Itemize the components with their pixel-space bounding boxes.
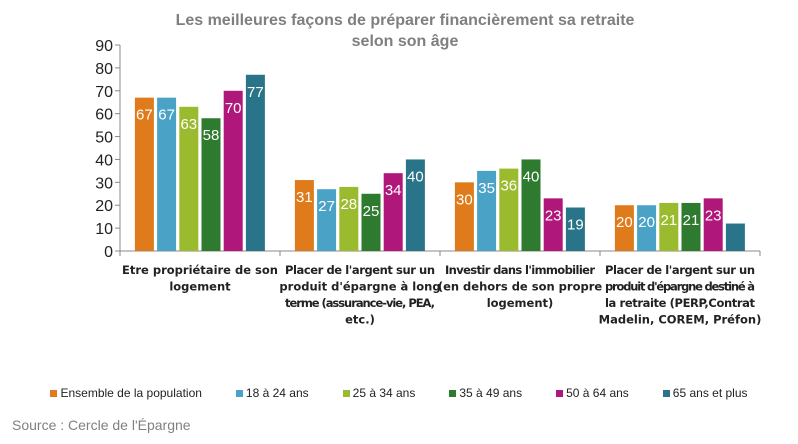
legend-item: 35 à 49 ans xyxy=(449,386,522,400)
title-line: selon son âge xyxy=(351,33,459,50)
category-label: Madelin, COREM, Préfon) xyxy=(599,313,762,327)
bar xyxy=(317,189,337,251)
y-tick-label: 50 xyxy=(95,130,113,147)
data-label: 27 xyxy=(318,198,335,215)
legend-label: 50 à 64 ans xyxy=(566,386,629,400)
y-tick-label: 10 xyxy=(95,221,113,238)
data-label: 21 xyxy=(683,212,700,229)
category-label: logement) xyxy=(487,296,554,310)
data-label: 21 xyxy=(660,212,677,229)
data-label: 19 xyxy=(567,217,584,234)
y-tick-label: 60 xyxy=(95,107,113,124)
legend: Ensemble de la population 18 à 24 ans 25 à… xyxy=(0,386,798,400)
bar xyxy=(201,118,221,251)
legend-swatch xyxy=(662,389,670,397)
category-label: produit d'épargne à long xyxy=(279,280,440,294)
bar-chart: 0 10 20 30 40 50 60 70 80 90 Etre propriétaire de … xyxy=(95,38,762,327)
data-label: 35 xyxy=(478,180,495,197)
bar xyxy=(294,180,314,251)
bar xyxy=(134,97,154,252)
data-label: 36 xyxy=(500,178,517,195)
bar xyxy=(361,193,381,251)
category-label: Investir dans l'immobilier xyxy=(445,263,595,277)
bar xyxy=(339,186,359,251)
category-label: logement xyxy=(169,280,231,294)
data-label: 58 xyxy=(203,127,220,144)
data-label: 67 xyxy=(158,107,175,124)
legend-label: 35 à 49 ans xyxy=(459,386,523,400)
data-label: 20 xyxy=(638,214,655,231)
y-tick-label: 40 xyxy=(95,152,113,169)
title-line: Les meilleures façons de préparer financ… xyxy=(175,12,635,29)
y-tick-label: 0 xyxy=(104,244,113,261)
legend-swatch xyxy=(50,389,58,397)
data-label: 28 xyxy=(340,196,357,213)
category-label: Etre propriétaire de son xyxy=(122,263,278,277)
bar xyxy=(405,159,425,251)
data-label: 23 xyxy=(545,207,562,224)
bar xyxy=(703,198,723,251)
legend-item: 50 à 64 ans xyxy=(556,386,629,400)
chart-title: Les meilleures façons de préparer financ… xyxy=(100,10,710,52)
data-label: 40 xyxy=(407,168,424,185)
category-label: Placer de l'argent sur un xyxy=(285,263,435,277)
bar xyxy=(223,90,243,252)
bar xyxy=(543,198,563,251)
y-tick-label: 30 xyxy=(95,175,113,192)
legend-swatch xyxy=(556,389,564,397)
bar xyxy=(681,202,701,251)
y-tick-label: 70 xyxy=(95,84,113,101)
legend-label: Ensemble de la population xyxy=(60,386,202,400)
legend-item: 18 à 24 ans xyxy=(235,386,309,400)
category-label: produit d'épargne destiné à xyxy=(605,280,755,294)
category-label: Placer de l'argent sur un xyxy=(605,263,755,277)
data-label: 67 xyxy=(136,107,153,124)
legend-swatch xyxy=(342,389,350,397)
category-label: la retraite (PERP,Contrat xyxy=(605,296,756,310)
bar xyxy=(614,205,634,251)
bar xyxy=(477,170,497,251)
y-tick-label: 80 xyxy=(95,61,113,78)
y-tick-label: 20 xyxy=(95,198,113,215)
y-tick-label: 90 xyxy=(95,38,113,55)
bar xyxy=(454,182,474,251)
data-label: 25 xyxy=(363,203,380,220)
data-label: 23 xyxy=(705,207,722,224)
bar xyxy=(725,223,745,251)
category-label: etc.) xyxy=(345,313,375,327)
legend-label: 18 à 24 ans xyxy=(245,386,309,400)
legend-label: 65 ans et plus xyxy=(672,386,748,400)
data-label: 40 xyxy=(523,168,540,185)
data-label: 20 xyxy=(616,214,633,231)
bar xyxy=(521,159,541,251)
data-label: 70 xyxy=(225,100,242,117)
data-label: 34 xyxy=(385,182,402,199)
bar xyxy=(499,168,519,251)
bar xyxy=(245,74,265,251)
data-label: 30 xyxy=(456,191,473,208)
legend-swatch xyxy=(235,389,243,397)
legend-swatch xyxy=(449,389,457,397)
bar xyxy=(659,202,679,251)
legend-item: 25 à 34 ans xyxy=(342,386,416,400)
legend-item: Ensemble de la population xyxy=(50,386,202,400)
bar xyxy=(383,173,403,251)
data-label: 63 xyxy=(180,116,197,133)
category-label: (en dehors de son propre xyxy=(438,280,603,294)
data-label: 31 xyxy=(296,189,313,206)
legend-item: 65 ans et plus xyxy=(662,386,748,400)
bar xyxy=(565,207,585,251)
data-label: 77 xyxy=(247,84,264,101)
bar xyxy=(157,97,177,252)
bar xyxy=(179,106,199,251)
bar xyxy=(637,205,657,251)
source-note: Source : Cercle de l'Épargne xyxy=(12,417,191,433)
category-label: terme (assurance-vie, PEA, xyxy=(285,296,435,310)
legend-label: 25 à 34 ans xyxy=(352,386,416,400)
